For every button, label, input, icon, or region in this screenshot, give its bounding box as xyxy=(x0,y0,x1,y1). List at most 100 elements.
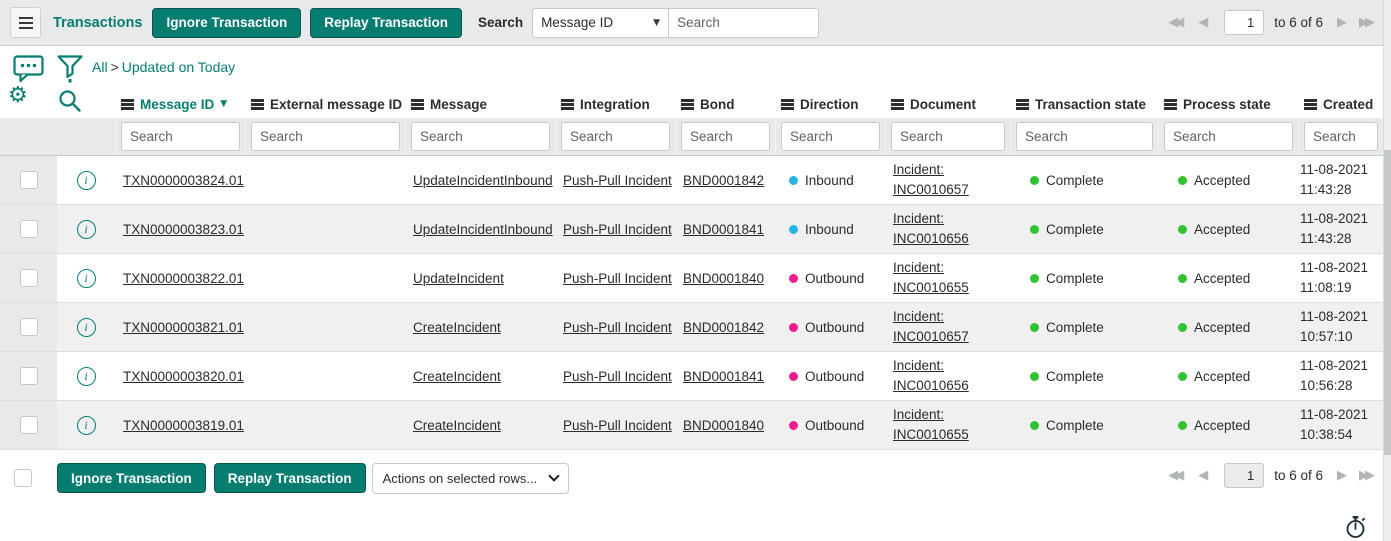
column-menu-icon[interactable] xyxy=(891,98,904,110)
bond-link[interactable]: BND0001842 xyxy=(683,172,765,188)
document-link[interactable]: Incident: INC0010657 xyxy=(893,160,969,199)
column-filter-input[interactable] xyxy=(251,122,400,151)
column-header[interactable]: Message ▼ xyxy=(405,97,555,112)
global-search-input[interactable] xyxy=(669,7,820,38)
document-link[interactable]: Incident: INC0010655 xyxy=(893,258,969,297)
actions-on-selected-rows-select[interactable]: Actions on selected rows... xyxy=(371,462,569,494)
row-checkbox[interactable] xyxy=(19,367,38,385)
column-filter-input[interactable] xyxy=(1164,122,1293,151)
bond-link[interactable]: BND0001842 xyxy=(683,319,765,335)
document-link[interactable]: Incident: INC0010655 xyxy=(893,405,969,444)
column-filter-input[interactable] xyxy=(411,122,550,151)
column-header[interactable]: Message ID ▼ xyxy=(115,97,245,112)
column-filter-input[interactable] xyxy=(891,122,1005,151)
integration-link[interactable]: Push-Pull Incident xyxy=(563,221,672,237)
row-checkbox[interactable] xyxy=(19,318,38,336)
previous-page-button[interactable]: ◀ xyxy=(1198,468,1209,483)
message-link[interactable]: UpdateIncident xyxy=(413,270,504,286)
next-page-button[interactable]: ▶ xyxy=(1337,468,1347,483)
document-link[interactable]: Incident: INC0010656 xyxy=(893,356,969,395)
column-header[interactable]: Direction ▼ xyxy=(775,97,885,112)
column-menu-icon[interactable] xyxy=(411,98,424,110)
integration-link[interactable]: Push-Pull Incident xyxy=(563,172,672,188)
column-header[interactable]: Document ▼ xyxy=(885,97,1010,112)
page-number-input[interactable] xyxy=(1224,10,1265,35)
column-menu-icon[interactable] xyxy=(121,98,134,110)
message-link[interactable]: UpdateIncidentInbound xyxy=(413,221,553,237)
info-icon[interactable]: i xyxy=(76,170,96,190)
message-link[interactable]: CreateIncident xyxy=(413,417,501,433)
message-id-link[interactable]: TXN0000003824.01 xyxy=(123,172,244,188)
replay-transaction-button-footer[interactable]: Replay Transaction xyxy=(213,463,366,493)
column-filter-input[interactable] xyxy=(681,122,770,151)
previous-page-button[interactable]: ◀ xyxy=(1198,15,1209,30)
replay-transaction-button[interactable]: Replay Transaction xyxy=(310,7,463,38)
bond-link[interactable]: BND0001841 xyxy=(683,368,765,384)
select-all-checkbox[interactable] xyxy=(14,469,32,487)
search-icon[interactable] xyxy=(57,88,83,117)
integration-link[interactable]: Push-Pull Incident xyxy=(563,319,672,335)
row-checkbox[interactable] xyxy=(19,269,38,287)
chat-icon[interactable] xyxy=(13,55,44,85)
last-page-button[interactable]: ▶▶ xyxy=(1359,468,1375,483)
column-header[interactable]: Bond ▼ xyxy=(675,97,775,112)
column-filter-input[interactable] xyxy=(561,122,670,151)
column-filter-input[interactable] xyxy=(781,122,880,151)
column-menu-icon[interactable] xyxy=(1164,98,1177,110)
integration-link[interactable]: Push-Pull Incident xyxy=(563,270,672,286)
bond-link[interactable]: BND0001841 xyxy=(683,221,765,237)
page-number-input[interactable] xyxy=(1224,463,1265,488)
next-page-button[interactable]: ▶ xyxy=(1337,15,1347,30)
search-field-select[interactable]: Message ID ▼ xyxy=(532,7,670,38)
column-menu-icon[interactable] xyxy=(781,98,794,110)
message-link[interactable]: UpdateIncidentInbound xyxy=(413,172,553,188)
column-menu-icon[interactable] xyxy=(681,98,694,110)
info-icon[interactable]: i xyxy=(76,268,96,288)
message-id-link[interactable]: TXN0000003823.01 xyxy=(123,221,244,237)
message-id-link[interactable]: TXN0000003819.01 xyxy=(123,417,244,433)
message-id-link[interactable]: TXN0000003820.01 xyxy=(123,368,244,384)
column-filter-input[interactable] xyxy=(121,122,240,151)
column-header[interactable]: Integration ▼ xyxy=(555,97,675,112)
list-title-link[interactable]: Transactions xyxy=(53,14,143,31)
breadcrumb-all-link[interactable]: All xyxy=(92,59,108,75)
column-menu-icon[interactable] xyxy=(561,98,574,110)
info-icon[interactable]: i xyxy=(76,415,96,435)
info-icon[interactable]: i xyxy=(76,366,96,386)
column-header[interactable]: Process state ▼ xyxy=(1158,97,1298,112)
first-page-button[interactable]: ◀◀ xyxy=(1168,468,1184,483)
column-menu-icon[interactable] xyxy=(1304,98,1317,110)
column-menu-icon[interactable] xyxy=(1016,98,1029,110)
row-checkbox[interactable] xyxy=(19,220,38,238)
list-context-menu-button[interactable] xyxy=(10,7,41,38)
filter-icon[interactable] xyxy=(55,53,85,87)
row-checkbox[interactable] xyxy=(19,171,38,189)
gear-icon[interactable]: ⚙ xyxy=(8,83,28,108)
document-link[interactable]: Incident: INC0010657 xyxy=(893,307,969,346)
bond-link[interactable]: BND0001840 xyxy=(683,270,765,286)
ignore-transaction-button-footer[interactable]: Ignore Transaction xyxy=(57,463,206,493)
ignore-transaction-button[interactable]: Ignore Transaction xyxy=(152,7,302,38)
info-icon[interactable]: i xyxy=(76,317,96,337)
message-link[interactable]: CreateIncident xyxy=(413,319,501,335)
column-header[interactable]: Created ▼ xyxy=(1298,97,1383,112)
document-link[interactable]: Incident: INC0010656 xyxy=(893,209,969,248)
integration-link[interactable]: Push-Pull Incident xyxy=(563,368,672,384)
breadcrumb-filter-link[interactable]: Updated on Today xyxy=(121,59,236,75)
row-checkbox[interactable] xyxy=(19,416,38,434)
message-link[interactable]: CreateIncident xyxy=(413,368,501,384)
bond-link[interactable]: BND0001840 xyxy=(683,417,765,433)
info-icon[interactable]: i xyxy=(76,219,96,239)
column-header[interactable]: Transaction state ▼ xyxy=(1010,97,1158,112)
vertical-scrollbar-thumb[interactable] xyxy=(1384,150,1391,455)
column-filter-input[interactable] xyxy=(1016,122,1153,151)
column-header[interactable]: External message ID ▼ xyxy=(245,97,405,112)
integration-link[interactable]: Push-Pull Incident xyxy=(563,417,672,433)
first-page-button[interactable]: ◀◀ xyxy=(1168,15,1184,30)
response-time-icon[interactable] xyxy=(1344,514,1367,541)
vertical-scrollbar-track[interactable] xyxy=(1383,0,1391,541)
message-id-link[interactable]: TXN0000003821.01 xyxy=(123,319,244,335)
column-menu-icon[interactable] xyxy=(251,98,264,110)
last-page-button[interactable]: ▶▶ xyxy=(1359,15,1375,30)
column-filter-input[interactable] xyxy=(1304,122,1378,151)
